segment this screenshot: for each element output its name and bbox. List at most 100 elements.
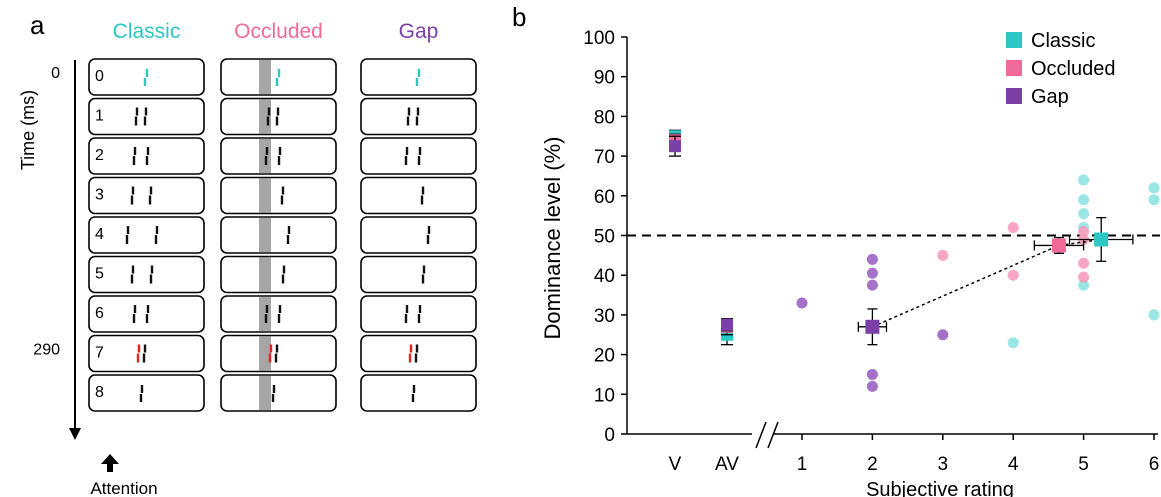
frame-number: 0: [95, 68, 104, 85]
frame-number: 8: [95, 384, 104, 401]
frame-box: [88, 176, 205, 215]
data-point-classic: [1078, 174, 1090, 186]
frame-box: [88, 216, 205, 254]
frame-number: 4: [95, 226, 104, 243]
attention-label: Attention: [90, 479, 157, 497]
y-tick-label: 20: [594, 346, 615, 367]
panel-a-label: a: [30, 10, 45, 40]
y-tick-label: 40: [594, 266, 615, 287]
data-point-classic: [1007, 337, 1019, 349]
occluder-bar: [259, 257, 271, 292]
frame-number: 7: [95, 345, 104, 362]
frame-classic-1: 1: [88, 97, 205, 136]
frame-box: [220, 334, 337, 373]
data-point-gap: [796, 297, 808, 309]
frame-classic-0: 0: [88, 58, 205, 96]
frame-gap-6: [360, 295, 477, 333]
mean-square: [1094, 232, 1109, 247]
frame-box: [360, 176, 477, 215]
data-point-gap: [866, 267, 878, 279]
data-point-occluded: [1007, 269, 1019, 281]
panel-a: a Classic Occluded Gap Time (ms) 0 290 0 1 2 3…: [18, 10, 477, 497]
frame-number: 2: [95, 147, 104, 164]
data-point-classic: [1148, 182, 1160, 194]
frame-classic-7: 7: [88, 334, 205, 373]
x-tick-label: AV: [715, 454, 739, 475]
frame-classic-8: 8: [88, 374, 205, 412]
y-tick-label: 100: [583, 28, 615, 49]
frame-box: [88, 97, 205, 136]
legend-swatch-gap: [1006, 88, 1022, 104]
rating-mean-occluded: [1033, 236, 1085, 255]
x-axis-title: Subjective rating: [866, 479, 1014, 497]
axis-break-mark: [755, 421, 767, 449]
data-point-classic: [1148, 194, 1160, 206]
frame-gap-1: [360, 97, 477, 136]
frame-classic-2: 2: [88, 137, 205, 175]
frame-classic-3: 3: [88, 176, 205, 215]
frame-box: [220, 216, 337, 254]
time-arrow-head: [69, 428, 81, 440]
occluder-bar: [259, 218, 271, 252]
frame-gap-8: [360, 374, 477, 412]
y-axis-title: Dominance level (%): [540, 137, 565, 340]
mean-square: [721, 318, 733, 331]
x-tick-label: 1: [797, 454, 808, 475]
frame-box: [360, 255, 477, 294]
column-title-occluded: Occluded: [234, 20, 323, 43]
mean-square: [1051, 238, 1066, 253]
data-point-classic: [1078, 279, 1090, 291]
frame-box: [88, 334, 205, 373]
frame-box: [220, 255, 337, 294]
frame-number: 6: [95, 305, 104, 322]
legend-swatch-classic: [1006, 32, 1022, 48]
data-point-occluded: [1078, 257, 1090, 269]
frame-box: [360, 334, 477, 373]
rating-mean-classic: [1068, 216, 1134, 262]
frame-gap-5: [360, 255, 477, 294]
frame-number: 1: [95, 108, 104, 125]
frame-occluded-2: [220, 137, 337, 175]
y-tick-label: 30: [594, 306, 615, 327]
y-tick-label: 80: [594, 107, 615, 128]
x-tick-label: V: [669, 454, 682, 475]
frame-gap-0: [360, 58, 477, 96]
frame-occluded-5: [220, 255, 337, 294]
frame-occluded-3: [220, 176, 337, 215]
panel-b-label: b: [512, 2, 526, 32]
frame-classic-4: 4: [88, 216, 205, 254]
y-tick-label: 60: [594, 187, 615, 208]
time-axis-label: Time (ms): [18, 90, 38, 170]
y-tick-label: 70: [594, 147, 615, 168]
rating-mean-gap: [857, 308, 888, 346]
occluder-bar: [259, 336, 271, 371]
frame-box: [360, 97, 477, 136]
frame-box: [88, 374, 205, 412]
data-point-occluded: [1078, 271, 1090, 283]
frame-box: [360, 216, 477, 254]
frame-occluded-4: [220, 216, 337, 254]
condition-mean-av-gap: [721, 318, 733, 332]
occluder-bar: [259, 99, 271, 134]
occluder-bar: [259, 376, 271, 410]
frame-gap-3: [360, 176, 477, 215]
data-point-gap: [937, 329, 949, 341]
frame-box: [360, 374, 477, 412]
y-tick-label: 0: [604, 425, 615, 446]
x-tick-label: 3: [938, 454, 949, 475]
panel-b: b Dominance level (%) 0 10 20 30 40 50 60 70 80 9…: [512, 2, 1160, 497]
data-point-occluded: [1007, 222, 1019, 234]
legend-label-occluded: Occluded: [1031, 58, 1116, 80]
y-tick-label: 50: [594, 227, 615, 248]
time-tick-label: 290: [33, 342, 60, 359]
attention-arrow-icon: [101, 454, 119, 472]
frame-gap-4: [360, 216, 477, 254]
frame-occluded-7: [220, 334, 337, 373]
trend-line: [872, 238, 1102, 328]
frame-occluded-0: [220, 58, 337, 96]
legend-label-gap: Gap: [1031, 86, 1069, 108]
x-tick-label: 5: [1078, 454, 1089, 475]
data-point-gap: [866, 380, 878, 392]
column-title-classic: Classic: [113, 20, 181, 43]
occluder-bar: [259, 178, 271, 213]
